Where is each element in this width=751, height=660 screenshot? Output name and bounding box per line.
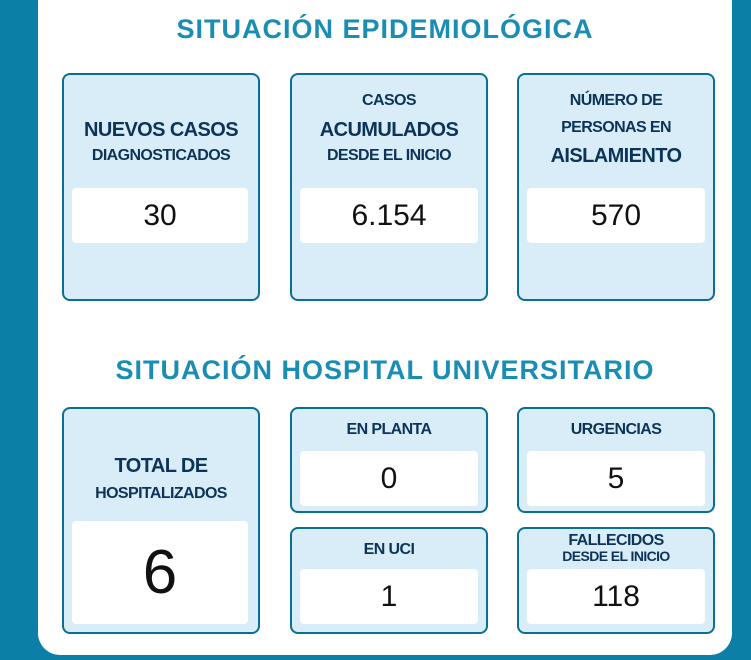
stat-box: EN PLANTA 0: [290, 407, 488, 513]
stat-box: FALLECIDOS DESDE EL INICIO 118: [517, 527, 715, 634]
value: 0: [300, 451, 478, 506]
value: 6: [72, 521, 248, 624]
label: NUEVOS CASOS: [84, 119, 239, 141]
stat-box: URGENCIAS 5: [517, 407, 715, 513]
label: CASOS: [362, 92, 417, 109]
section-title: SITUACIÓN EPIDEMIOLÓGICA: [176, 14, 594, 44]
value: 30: [72, 188, 248, 243]
value: 6.154: [300, 188, 478, 243]
label: TOTAL DE: [114, 455, 209, 477]
label: NÚMERO DE: [569, 92, 663, 109]
label: URGENCIAS: [570, 421, 662, 438]
label: AISLAMIENTO: [550, 145, 682, 167]
value: 570: [527, 188, 705, 243]
label: HOSPITALIZADOS: [95, 485, 227, 502]
label: EN PLANTA: [346, 421, 433, 438]
stat-box: EN UCI 1: [290, 527, 488, 634]
label: DESDE EL INICIO: [562, 548, 670, 564]
stat-box: TOTAL DE HOSPITALIZADOS 6: [62, 407, 260, 634]
value: 1: [300, 569, 478, 624]
label: ACUMULADOS: [319, 119, 459, 141]
section-title: SITUACIÓN HOSPITAL UNIVERSITARIO: [115, 355, 655, 385]
label: DIAGNOSTICADOS: [91, 147, 231, 164]
value: 118: [527, 569, 705, 624]
stat-box: CASOS ACUMULADOS DESDE EL INICIO 6.154: [290, 73, 488, 301]
label: FALLECIDOS: [568, 532, 664, 549]
stat-box: NÚMERO DE PERSONAS EN AISLAMIENTO 570: [517, 73, 715, 301]
stat-box: NUEVOS CASOS DIAGNOSTICADOS 30: [62, 73, 260, 301]
value: 5: [527, 451, 705, 506]
label: PERSONAS EN: [561, 119, 671, 136]
label: DESDE EL INICIO: [326, 147, 452, 164]
label: EN UCI: [363, 541, 415, 558]
